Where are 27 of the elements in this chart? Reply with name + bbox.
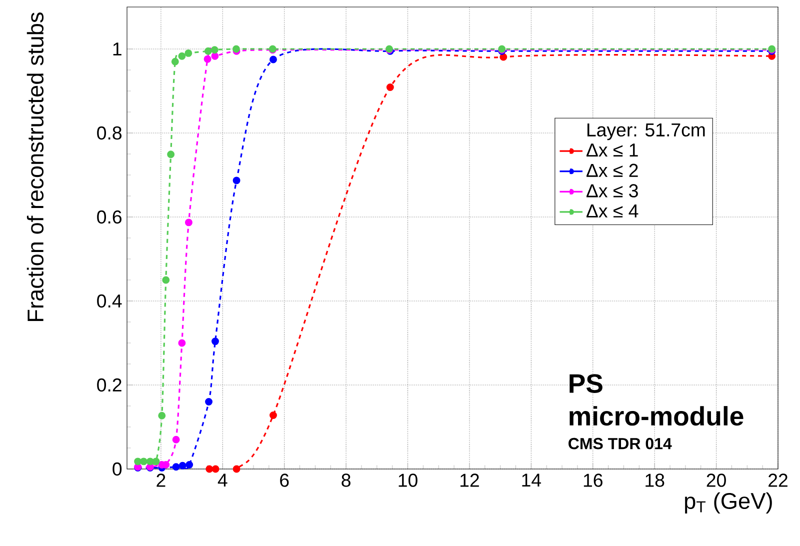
y-tick-label: 0	[112, 462, 122, 476]
y-tick-label: 0.8	[97, 126, 122, 140]
x-axis-title: p$_{T}$ (GeV)	[685, 492, 772, 514]
x-tick-label: 4	[218, 474, 228, 487]
annotation: micro-module	[570, 406, 744, 426]
y-tick-label: 0.6	[97, 210, 122, 224]
x-tick-label: 6	[280, 474, 289, 487]
legend-title: Layer: 51.7cm	[587, 123, 705, 140]
legend-label: Δx ≤ 2	[586, 164, 638, 177]
x-tick-label: 16	[584, 474, 602, 487]
annotation: CMS TDR 014	[568, 438, 672, 450]
x-tick-label: 14	[522, 474, 541, 487]
legend-label: Δx ≤ 3	[586, 184, 638, 198]
x-tick-label: 18	[646, 474, 664, 487]
legend-label: Δx ≤ 1	[586, 144, 638, 156]
x-tick-label: 20	[706, 474, 726, 487]
y-axis-title: Fraction of reconstructed stubs	[26, 12, 44, 322]
annotation: PS	[570, 374, 602, 393]
legend-label: Δx ≤ 4	[586, 204, 638, 218]
x-tick-label: 10	[398, 474, 418, 487]
x-tick-label: 12	[460, 474, 479, 487]
y-tick-label: 1	[113, 42, 122, 56]
x-tick-label: 8	[342, 474, 350, 487]
x-tick-label: 2	[156, 474, 166, 487]
x-tick-label: 22	[768, 474, 788, 487]
y-tick-label: 0.4	[97, 294, 122, 308]
y-tick-label: 0.2	[97, 378, 122, 392]
